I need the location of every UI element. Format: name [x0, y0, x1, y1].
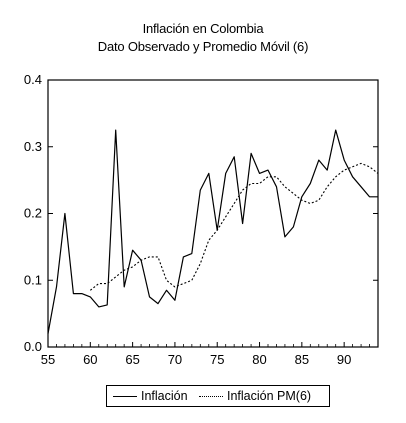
- y-tick-label: 0.4: [24, 72, 42, 87]
- chart-title-block: Inflación en Colombia Dato Observado y P…: [0, 20, 406, 56]
- series-line-inflacion: [47, 129, 378, 334]
- x-tick-label: 80: [252, 352, 266, 367]
- legend-swatch-solid: [113, 395, 137, 397]
- x-tick-label: 85: [295, 352, 309, 367]
- y-tick-label: 0.0: [24, 339, 42, 354]
- legend-item-inflacion: Inflación: [113, 388, 188, 404]
- legend-item-inflacion-pm6: Inflación PM(6): [199, 388, 311, 404]
- chart-subtitle: Dato Observado y Promedio Móvil (6): [97, 39, 309, 54]
- y-tick-label: 0.1: [24, 272, 42, 287]
- x-tick-label: 65: [125, 352, 139, 367]
- x-tick-label: 55: [41, 352, 55, 367]
- chart-legend: Inflación Inflación PM(6): [106, 385, 330, 407]
- y-axis: 0.0 0.1 0.2 0.3 0.4: [24, 72, 378, 354]
- plot-frame: [47, 79, 379, 348]
- legend-swatch-dotted: [199, 395, 223, 397]
- x-tick-label: 90: [337, 352, 351, 367]
- series-line-inflacion-pm6: [89, 162, 379, 291]
- y-tick-label: 0.2: [24, 206, 42, 221]
- x-tick-label: 70: [168, 352, 182, 367]
- chart-title: Inflación en Colombia: [142, 21, 264, 36]
- x-axis: 55 60 65 70 75 80 85 90: [41, 342, 379, 367]
- series-layer: [47, 129, 379, 334]
- x-tick-label: 60: [83, 352, 97, 367]
- y-tick-label: 0.3: [24, 139, 42, 154]
- x-tick-label: 75: [210, 352, 224, 367]
- legend-label-inflacion: Inflación: [141, 389, 188, 403]
- legend-label-inflacion-pm6: Inflación PM(6): [227, 389, 312, 403]
